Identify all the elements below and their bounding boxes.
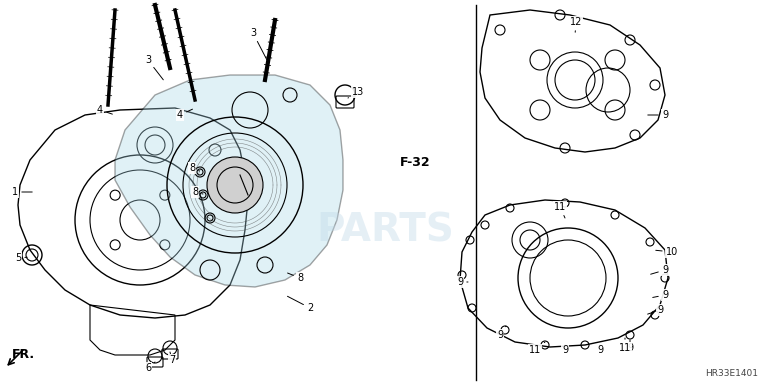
Text: 9: 9 xyxy=(651,265,668,275)
Text: 13: 13 xyxy=(348,87,365,98)
Text: 9: 9 xyxy=(457,277,468,287)
Text: 3: 3 xyxy=(250,28,267,60)
Text: 12: 12 xyxy=(570,17,582,32)
Text: 11: 11 xyxy=(554,202,566,218)
Text: 9: 9 xyxy=(497,326,506,340)
Text: F-32: F-32 xyxy=(400,156,431,169)
Text: 11: 11 xyxy=(619,338,631,353)
Text: 2: 2 xyxy=(288,296,313,313)
Text: HR33E1401: HR33E1401 xyxy=(705,369,758,378)
Polygon shape xyxy=(115,75,343,287)
Text: 5: 5 xyxy=(15,253,27,263)
Text: 4: 4 xyxy=(97,105,112,115)
Text: 1: 1 xyxy=(12,187,32,197)
Text: 9: 9 xyxy=(627,340,633,353)
Text: FR.: FR. xyxy=(12,348,35,362)
Text: 3: 3 xyxy=(145,55,163,80)
Text: 9: 9 xyxy=(653,290,668,300)
Text: 4: 4 xyxy=(177,109,192,120)
Text: 6: 6 xyxy=(145,362,155,373)
Text: 9: 9 xyxy=(562,345,568,355)
Text: PARTS: PARTS xyxy=(316,211,454,249)
Text: 11: 11 xyxy=(529,342,545,355)
Text: 9: 9 xyxy=(647,305,663,315)
Text: 10: 10 xyxy=(656,247,678,257)
Text: 8: 8 xyxy=(192,187,203,197)
Text: 8: 8 xyxy=(288,273,303,283)
Circle shape xyxy=(207,157,263,213)
Text: 9: 9 xyxy=(647,110,668,120)
Text: 7: 7 xyxy=(169,352,175,365)
Text: 9: 9 xyxy=(597,345,603,355)
Text: 8: 8 xyxy=(189,163,199,173)
